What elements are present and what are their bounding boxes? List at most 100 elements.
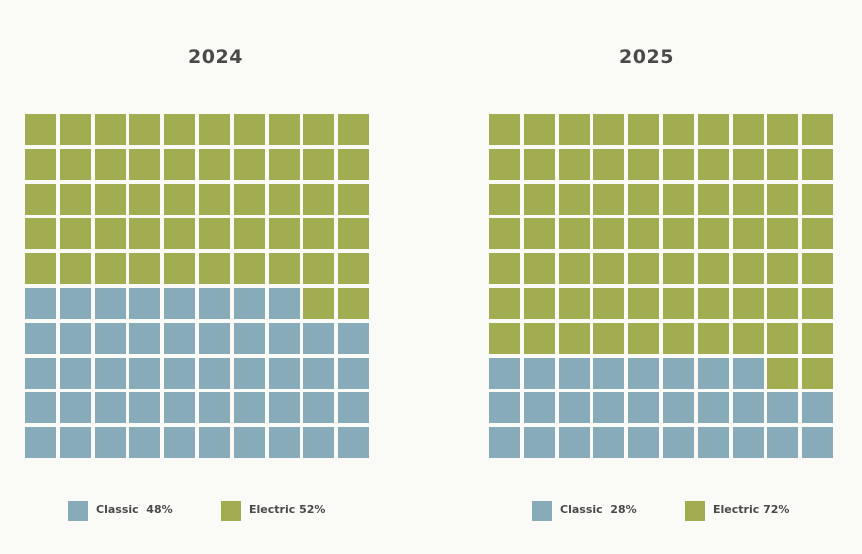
waffle-cell-classic xyxy=(59,427,91,459)
waffle-cell-classic xyxy=(303,357,335,389)
waffle-cell-classic xyxy=(593,357,625,389)
waffle-cell-electric xyxy=(489,253,520,285)
waffle-cell-electric xyxy=(593,288,625,319)
waffle-cell-electric xyxy=(25,183,56,215)
waffle-cell-electric xyxy=(233,148,265,180)
waffle-cell-electric xyxy=(338,183,370,215)
waffle-cell-classic xyxy=(94,322,126,354)
waffle-cell-electric xyxy=(523,183,555,215)
waffle-cell-electric xyxy=(593,114,625,145)
waffle-cell-electric xyxy=(523,288,555,319)
waffle-cell-electric xyxy=(732,253,764,285)
waffle-cell-classic xyxy=(767,427,799,459)
waffle-cell-electric xyxy=(338,114,370,145)
waffle-cell-electric xyxy=(25,218,56,250)
waffle-cell-electric xyxy=(663,148,694,180)
waffle-cell-classic xyxy=(303,427,335,459)
waffle-cell-classic xyxy=(268,392,300,424)
waffle-cell-electric xyxy=(233,218,265,250)
waffle-cell-classic xyxy=(233,288,265,319)
waffle-cell-electric xyxy=(663,183,694,215)
waffle-cell-electric xyxy=(268,253,300,285)
waffle-cell-electric xyxy=(523,322,555,354)
waffle-cell-electric xyxy=(767,148,799,180)
waffle-cell-electric xyxy=(628,148,660,180)
waffle-cell-electric xyxy=(59,114,91,145)
legend-label-electric: Electric 72% xyxy=(713,503,790,516)
waffle-cell-electric xyxy=(268,218,300,250)
waffle-cell-electric xyxy=(199,218,230,250)
waffle-cell-electric xyxy=(25,114,56,145)
waffle-cell-electric xyxy=(523,218,555,250)
waffle-cell-classic xyxy=(523,392,555,424)
waffle-cell-electric xyxy=(489,183,520,215)
waffle-cell-electric xyxy=(767,114,799,145)
waffle-cell-classic xyxy=(732,392,764,424)
waffle-cell-classic xyxy=(199,427,230,459)
waffle-cell-electric xyxy=(697,148,729,180)
waffle-cell-electric xyxy=(129,183,161,215)
waffle-cell-electric xyxy=(338,253,370,285)
waffle-cell-electric xyxy=(732,322,764,354)
waffle-cell-electric xyxy=(338,218,370,250)
waffle-cell-classic xyxy=(25,322,56,354)
waffle-cell-electric xyxy=(233,183,265,215)
waffle-cell-electric xyxy=(94,218,126,250)
waffle-cell-electric xyxy=(663,288,694,319)
waffle-cell-classic xyxy=(303,392,335,424)
waffle-cell-electric xyxy=(767,183,799,215)
waffle-cell-electric xyxy=(164,148,196,180)
waffle-cell-classic xyxy=(233,427,265,459)
waffle-cell-electric xyxy=(558,322,590,354)
waffle-cell-electric xyxy=(663,114,694,145)
waffle-cell-electric xyxy=(199,183,230,215)
waffle-cell-classic xyxy=(268,322,300,354)
waffle-cell-classic xyxy=(593,392,625,424)
waffle-cell-electric xyxy=(199,114,230,145)
waffle-cell-electric xyxy=(129,148,161,180)
waffle-cell-classic xyxy=(94,427,126,459)
waffle-cell-electric xyxy=(628,114,660,145)
legend-swatch-electric xyxy=(685,501,705,521)
waffle-cell-electric xyxy=(732,183,764,215)
waffle-cell-classic xyxy=(802,427,834,459)
waffle-cell-electric xyxy=(802,218,834,250)
waffle-cell-classic xyxy=(199,322,230,354)
legend-label-classic: Classic 28% xyxy=(560,503,637,516)
waffle-cell-electric xyxy=(593,148,625,180)
waffle-cell-classic xyxy=(268,288,300,319)
chart-title: 2025 xyxy=(619,46,674,68)
waffle-cell-electric xyxy=(303,253,335,285)
waffle-cell-classic xyxy=(94,357,126,389)
waffle-cell-electric xyxy=(593,253,625,285)
waffle-cell-electric xyxy=(164,218,196,250)
waffle-cell-classic xyxy=(268,357,300,389)
waffle-cell-electric xyxy=(489,148,520,180)
waffle-cell-classic xyxy=(697,392,729,424)
waffle-cell-classic xyxy=(129,357,161,389)
waffle-cell-classic xyxy=(233,392,265,424)
waffle-cell-classic xyxy=(199,392,230,424)
waffle-cell-electric xyxy=(802,322,834,354)
waffle-cell-electric xyxy=(802,288,834,319)
waffle-cell-electric xyxy=(489,322,520,354)
waffle-cell-classic xyxy=(767,392,799,424)
waffle-cell-classic xyxy=(199,288,230,319)
waffle-cell-electric xyxy=(697,183,729,215)
waffle-cell-electric xyxy=(732,288,764,319)
waffle-cell-classic xyxy=(129,288,161,319)
waffle-cell-classic xyxy=(129,322,161,354)
waffle-cell-classic xyxy=(233,357,265,389)
waffle-cell-classic xyxy=(338,322,370,354)
waffle-cell-electric xyxy=(628,288,660,319)
waffle-cell-electric xyxy=(268,148,300,180)
waffle-cell-electric xyxy=(199,253,230,285)
legend-swatch-classic xyxy=(532,501,552,521)
waffle-cell-electric xyxy=(697,253,729,285)
waffle-cell-electric xyxy=(628,218,660,250)
chart-title: 2024 xyxy=(188,46,243,68)
waffle-cell-electric xyxy=(489,218,520,250)
waffle-cell-classic xyxy=(129,392,161,424)
waffle-cell-classic xyxy=(489,427,520,459)
waffle-cell-electric xyxy=(767,288,799,319)
